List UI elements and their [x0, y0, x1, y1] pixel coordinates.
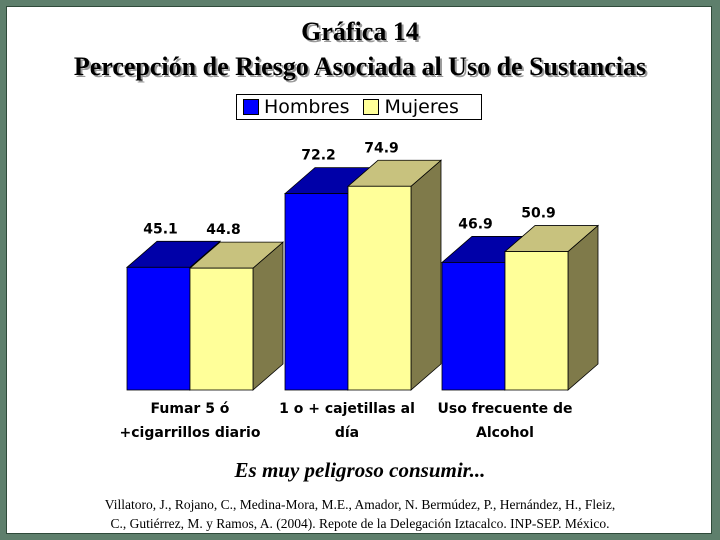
legend-swatch-mujeres [363, 99, 380, 115]
bar-mujeres-1 [347, 185, 412, 391]
category-label-0-line-2: +cigarrillos diario [119, 425, 261, 441]
bar-mujeres-0 [189, 267, 254, 391]
citation-line-2: C., Gutiérrez, M. y Ramos, A. (2004). Re… [110, 516, 610, 531]
data-label-hombres-2: 46.9 [458, 216, 493, 232]
category-label-0: Fumar 5 ó +cigarrillos diario [105, 397, 275, 445]
legend-label-hombres: Hombres [264, 96, 350, 118]
data-label-hombres-0: 45.1 [143, 221, 178, 237]
data-label-hombres-1: 72.2 [301, 148, 336, 164]
category-label-1-line-2: día [334, 425, 360, 441]
chart-subtitle: Percepción de Riesgo Asociada al Uso de … [73, 52, 647, 81]
legend-label-mujeres: Mujeres [384, 96, 459, 118]
bar-hombres-1 [284, 193, 349, 391]
chart-title: Gráfica 14 [301, 17, 419, 46]
category-label-1: 1 o + cajetillas al día [262, 397, 432, 445]
legend-item-hombres: Hombres [243, 96, 349, 118]
legend-swatch-hombres [243, 99, 259, 115]
citation-line-1: Villatoro, J., Rojano, C., Medina-Mora, … [104, 497, 616, 512]
data-label-mujeres-2: 50.9 [521, 206, 556, 222]
legend-item-mujeres: Mujeres [363, 96, 459, 118]
bar-hombres-2 [441, 262, 506, 391]
legend: Hombres Mujeres [236, 94, 482, 120]
category-label-1-line-1: 1 o + cajetillas al [279, 401, 415, 417]
category-label-0-line-1: Fumar 5 ó [150, 401, 230, 417]
category-label-2: Uso frecuente de Alcohol [420, 397, 590, 445]
data-label-mujeres-1: 74.9 [364, 140, 399, 156]
bar-hombres-0 [126, 266, 191, 391]
data-label-mujeres-0: 44.8 [206, 222, 241, 238]
caption: Es muy peligroso consumir... [234, 458, 486, 482]
category-label-2-line-2: Alcohol [476, 425, 534, 441]
citation: Villatoro, J., Rojano, C., Medina-Mora, … [40, 495, 680, 533]
category-label-2-line-1: Uso frecuente de [437, 401, 573, 417]
bar-mujeres-1-side [410, 159, 442, 391]
bar-mujeres-2 [504, 251, 569, 391]
bar-mujeres-2-side [567, 224, 599, 391]
